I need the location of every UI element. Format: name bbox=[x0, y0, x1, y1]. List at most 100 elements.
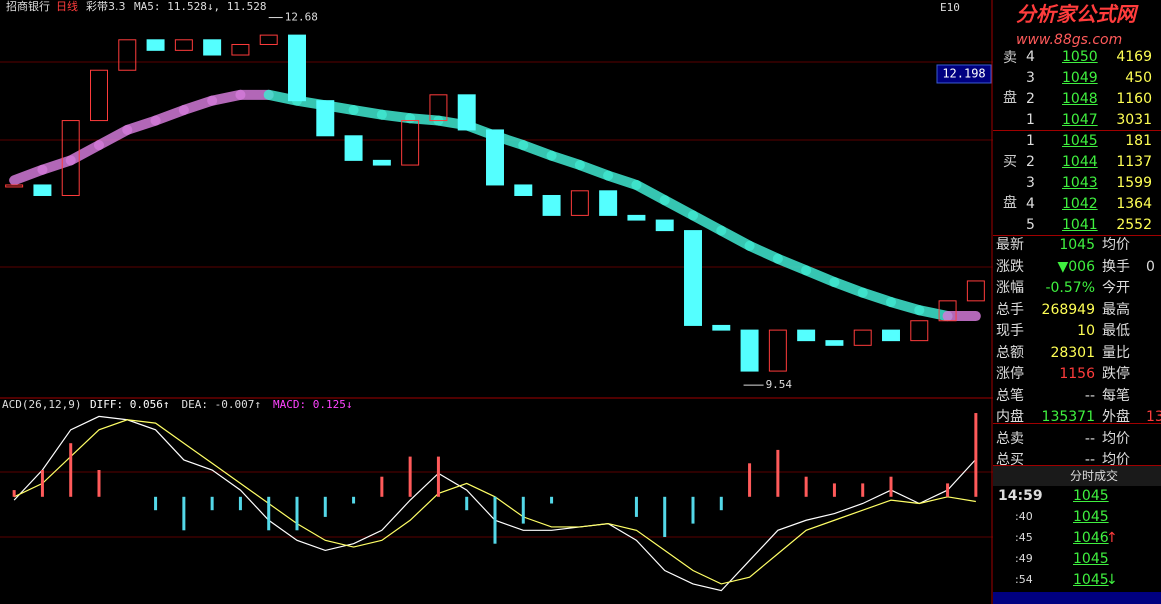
tick-arrow: ↑ bbox=[1106, 530, 1118, 546]
indicator: 彩带3.3 bbox=[86, 0, 126, 13]
candle bbox=[825, 340, 844, 346]
candle bbox=[853, 329, 872, 346]
macd-title: ACD(26,12,9) bbox=[2, 398, 81, 411]
stat-label: 均价 bbox=[1102, 430, 1130, 447]
book-level: 2 bbox=[1026, 154, 1035, 170]
macd-bar bbox=[154, 496, 158, 511]
candle bbox=[344, 135, 363, 161]
book-volume: 4169 bbox=[1116, 49, 1152, 65]
stat-value: -- bbox=[1084, 452, 1095, 468]
legend-entry: DIFF: 0.056↑ bbox=[90, 398, 169, 411]
tick-time: :40 bbox=[1015, 510, 1033, 523]
macd-bar bbox=[861, 483, 865, 497]
stat-label: 涨停 bbox=[996, 366, 1024, 382]
ma-ribbon bbox=[94, 124, 133, 151]
macd-bar bbox=[69, 443, 73, 497]
stat-value: -- bbox=[1084, 387, 1095, 404]
macd-bar bbox=[182, 496, 186, 531]
macd-bar bbox=[238, 496, 242, 511]
side-label: 买 bbox=[1003, 154, 1017, 170]
ticks-header bbox=[993, 466, 1161, 486]
candle bbox=[570, 190, 589, 216]
candle bbox=[118, 39, 137, 71]
stat-label: 涨幅 bbox=[996, 280, 1024, 296]
tick-time: :54 bbox=[1015, 573, 1033, 586]
ma-ribbon bbox=[659, 195, 698, 221]
book-level: 3 bbox=[1026, 70, 1035, 86]
candle bbox=[514, 184, 533, 196]
book-level: 2 bbox=[1026, 91, 1035, 107]
stat-value: 1156 bbox=[1059, 366, 1095, 382]
macd-bar bbox=[380, 476, 384, 497]
candle bbox=[768, 329, 787, 372]
macd-bar bbox=[691, 496, 695, 524]
stat-label: 最高 bbox=[1102, 301, 1130, 318]
candle bbox=[910, 320, 929, 342]
legend-entry: MACD: 0.125↓ bbox=[273, 398, 352, 411]
book-price: 1047 bbox=[1062, 112, 1098, 128]
candle bbox=[90, 69, 108, 122]
candle bbox=[61, 120, 80, 196]
low-label: 9.54 bbox=[766, 378, 793, 391]
ma-ribbon bbox=[574, 160, 614, 181]
stat-value: 13 bbox=[1146, 409, 1161, 425]
stock-name: 招商银行 bbox=[6, 0, 50, 13]
side-label: 卖 bbox=[1003, 50, 1017, 66]
book-level: 3 bbox=[1026, 175, 1035, 191]
side-label: 盘 bbox=[1003, 90, 1017, 106]
macd-bar bbox=[210, 496, 214, 511]
tick-price: 1046 bbox=[1073, 530, 1109, 546]
macd-bar bbox=[352, 496, 356, 504]
macd-bar bbox=[40, 470, 44, 497]
stat-label: 均价 bbox=[1102, 237, 1130, 253]
candle bbox=[146, 39, 165, 51]
macd-bar bbox=[97, 470, 101, 497]
candle bbox=[740, 329, 759, 372]
candle bbox=[486, 129, 504, 186]
logo-site: www.88gs.com bbox=[1016, 32, 1123, 48]
book-level: 1 bbox=[1026, 133, 1035, 149]
price-box bbox=[936, 64, 992, 84]
stat-label: 内盘 bbox=[996, 409, 1024, 425]
book-price: 1048 bbox=[1062, 91, 1098, 107]
macd-bar bbox=[12, 490, 16, 497]
stat-value: -- bbox=[1084, 430, 1095, 447]
book-volume: 181 bbox=[1125, 133, 1152, 149]
stat-value: 0 bbox=[1146, 258, 1155, 275]
period: 日线 bbox=[56, 0, 78, 13]
stat-label: 现手 bbox=[996, 323, 1024, 339]
candle bbox=[372, 159, 391, 166]
ma-ribbon bbox=[518, 140, 557, 161]
side-label: 盘 bbox=[1003, 195, 1017, 211]
corner-label: E10 bbox=[940, 1, 960, 14]
ma-ribbon bbox=[829, 277, 868, 298]
ma-ribbon bbox=[150, 105, 189, 126]
stat-label: 最新 bbox=[996, 237, 1024, 253]
book-volume: 450 bbox=[1125, 70, 1152, 86]
book-price: 1041 bbox=[1062, 217, 1098, 233]
ma-ribbon bbox=[65, 140, 104, 166]
tick-price: 1045 bbox=[1073, 488, 1109, 504]
candle bbox=[712, 324, 731, 331]
stat-label: 量比 bbox=[1102, 344, 1130, 361]
tick-arrow: ↓ bbox=[1106, 572, 1118, 588]
tick-time: :45 bbox=[1015, 531, 1033, 544]
candle bbox=[401, 120, 420, 166]
stat-label: 总手 bbox=[996, 301, 1024, 318]
book-level: 5 bbox=[1026, 217, 1035, 233]
book-volume: 1364 bbox=[1116, 196, 1152, 212]
stat-label: 换手 bbox=[1102, 258, 1130, 275]
candle bbox=[542, 194, 561, 216]
macd-bar bbox=[521, 496, 525, 524]
macd-bar bbox=[436, 456, 440, 497]
candle bbox=[5, 184, 24, 188]
macd-bar bbox=[804, 476, 808, 497]
ticks-title: 分时成交 bbox=[1070, 469, 1119, 483]
stat-value: 10 bbox=[1077, 323, 1095, 339]
stat-value: 135371 bbox=[1041, 409, 1095, 425]
macd-bar bbox=[465, 496, 469, 511]
book-price: 1049 bbox=[1062, 70, 1098, 86]
stat-label: 跌停 bbox=[1102, 366, 1130, 382]
book-level: 4 bbox=[1026, 49, 1035, 65]
book-price: 1050 bbox=[1062, 49, 1098, 65]
